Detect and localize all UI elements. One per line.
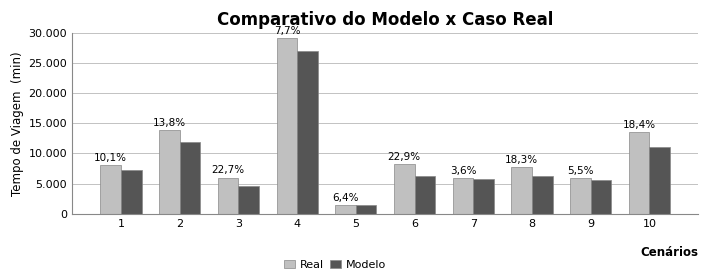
Bar <box>473 179 494 214</box>
Bar <box>394 164 415 214</box>
Bar <box>121 170 142 214</box>
Text: 18,4%: 18,4% <box>623 120 656 130</box>
Text: 22,7%: 22,7% <box>212 165 245 175</box>
Bar <box>159 130 180 214</box>
Bar <box>336 205 356 214</box>
Bar <box>276 38 297 214</box>
Legend: Real, Modelo: Real, Modelo <box>279 255 391 274</box>
Bar <box>649 147 670 214</box>
Text: 6,4%: 6,4% <box>333 193 359 202</box>
Bar <box>453 178 473 214</box>
Bar <box>415 176 435 214</box>
Bar <box>356 205 377 214</box>
Text: 3,6%: 3,6% <box>450 166 476 176</box>
Text: 5,5%: 5,5% <box>567 166 594 176</box>
Bar <box>570 178 590 214</box>
Text: 7,7%: 7,7% <box>274 25 300 36</box>
Bar <box>218 178 238 214</box>
Bar <box>238 186 259 214</box>
Text: 10,1%: 10,1% <box>94 153 127 163</box>
Text: 18,3%: 18,3% <box>505 155 539 165</box>
Bar <box>180 142 200 214</box>
Bar <box>590 180 611 214</box>
Bar <box>101 165 121 214</box>
Bar <box>532 176 552 214</box>
Bar <box>297 51 318 214</box>
Text: Cenários: Cenários <box>640 246 698 259</box>
Bar <box>629 132 649 214</box>
Bar <box>511 167 532 214</box>
Text: 22,9%: 22,9% <box>387 152 421 162</box>
Y-axis label: Tempo de Viagem  (min): Tempo de Viagem (min) <box>12 51 24 196</box>
Text: 13,8%: 13,8% <box>153 118 186 128</box>
Title: Comparativo do Modelo x Caso Real: Comparativo do Modelo x Caso Real <box>217 10 554 28</box>
